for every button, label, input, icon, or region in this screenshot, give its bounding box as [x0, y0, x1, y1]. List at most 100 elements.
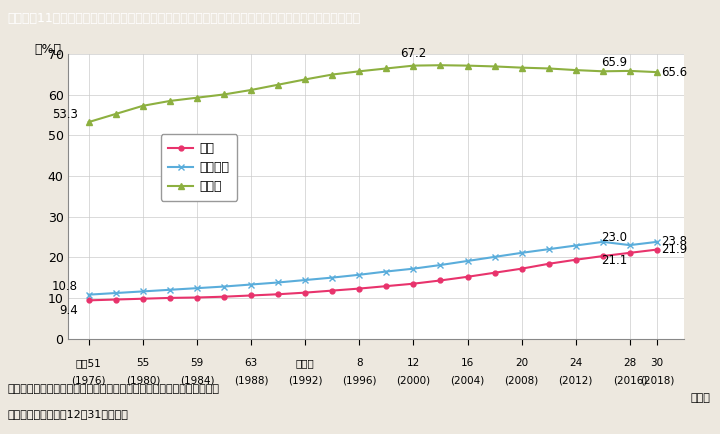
歯科医師	[301, 277, 310, 283]
Text: 67.2: 67.2	[400, 46, 426, 59]
Line: 医師: 医師	[86, 247, 660, 303]
Text: 平成４: 平成４	[296, 358, 315, 368]
医師	[436, 278, 445, 283]
Line: 薬剤師: 薬剤師	[85, 62, 660, 125]
歯科医師	[652, 239, 661, 244]
医師	[247, 293, 256, 298]
Text: (2008): (2008)	[505, 375, 539, 385]
Text: (1976): (1976)	[71, 375, 106, 385]
薬剤師	[112, 112, 120, 117]
薬剤師	[166, 99, 174, 104]
薬剤師	[490, 64, 499, 69]
歯科医師	[409, 266, 418, 271]
医師	[409, 281, 418, 286]
歯科医師	[436, 263, 445, 268]
Text: (1988): (1988)	[234, 375, 269, 385]
医師	[112, 297, 120, 302]
Text: （年）: （年）	[690, 392, 710, 402]
歯科医師	[626, 243, 634, 248]
医師	[301, 290, 310, 295]
薬剤師	[463, 63, 472, 68]
薬剤師	[518, 65, 526, 70]
医師	[490, 270, 499, 275]
薬剤師	[626, 68, 634, 73]
Text: 59: 59	[190, 358, 204, 368]
医師	[598, 253, 607, 259]
医師	[138, 296, 147, 301]
Text: 8: 8	[356, 358, 363, 368]
Text: 63: 63	[244, 358, 258, 368]
薬剤師	[355, 69, 364, 74]
薬剤師	[328, 72, 336, 77]
Text: (1984): (1984)	[180, 375, 214, 385]
医師	[193, 295, 202, 300]
Text: 21.1: 21.1	[601, 254, 627, 267]
Text: (2016): (2016)	[613, 375, 647, 385]
歯科医師	[355, 272, 364, 277]
医師	[518, 266, 526, 271]
薬剤師	[247, 87, 256, 92]
薬剤師	[652, 69, 661, 75]
歯科医師	[598, 239, 607, 244]
医師	[328, 288, 336, 293]
歯科医師	[220, 284, 228, 289]
歯科医師	[544, 247, 553, 252]
Text: 21.9: 21.9	[661, 243, 688, 256]
医師	[220, 294, 228, 299]
歯科医師	[382, 269, 391, 274]
医師	[274, 292, 282, 297]
Legend: 医師, 歯科医師, 薬剤師: 医師, 歯科医師, 薬剤師	[161, 135, 237, 201]
歯科医師	[193, 286, 202, 291]
歯科医師	[112, 290, 120, 296]
Text: 10.8: 10.8	[52, 279, 78, 293]
歯科医師	[572, 243, 580, 248]
歯科医師	[328, 275, 336, 280]
Text: 28: 28	[624, 358, 636, 368]
薬剤師	[382, 66, 391, 71]
Text: 30: 30	[650, 358, 664, 368]
歯科医師	[463, 258, 472, 263]
Text: 12: 12	[407, 358, 420, 368]
医師	[84, 298, 93, 303]
Line: 歯科医師: 歯科医師	[85, 238, 660, 298]
医師	[463, 274, 472, 279]
医師	[355, 286, 364, 291]
薬剤師	[138, 103, 147, 108]
Text: 16: 16	[461, 358, 474, 368]
歯科医師	[138, 289, 147, 294]
医師	[382, 283, 391, 289]
Text: (1996): (1996)	[342, 375, 377, 385]
薬剤師	[193, 95, 202, 100]
薬剤師	[220, 92, 228, 97]
歯科医師	[490, 254, 499, 260]
薬剤師	[598, 69, 607, 74]
薬剤師	[572, 67, 580, 72]
Text: (2018): (2018)	[640, 375, 674, 385]
歯科医師	[247, 282, 256, 287]
医師	[626, 250, 634, 256]
Text: (1980): (1980)	[125, 375, 160, 385]
Text: 24: 24	[569, 358, 582, 368]
歯科医師	[274, 280, 282, 285]
Text: (1992): (1992)	[288, 375, 323, 385]
Text: 9.4: 9.4	[59, 304, 78, 316]
歯科医師	[518, 250, 526, 256]
Text: （%）: （%）	[35, 43, 61, 56]
薬剤師	[436, 62, 445, 68]
医師	[166, 295, 174, 300]
薬剤師	[84, 119, 93, 125]
医師	[544, 261, 553, 266]
Text: (2000): (2000)	[396, 375, 431, 385]
歯科医師	[84, 292, 93, 297]
医師	[572, 257, 580, 262]
Text: Ｉ－１－11図　医療施設従事医師，同歯科医師，薬局・医療施設従事薬剤師に占める女性の割合の推移: Ｉ－１－11図 医療施設従事医師，同歯科医師，薬局・医療施設従事薬剤師に占める女…	[7, 12, 361, 25]
Text: 23.8: 23.8	[661, 235, 687, 248]
薬剤師	[544, 66, 553, 71]
Text: ２．各年12月31日現在。: ２．各年12月31日現在。	[7, 409, 128, 419]
Text: 55: 55	[136, 358, 150, 368]
薬剤師	[409, 63, 418, 68]
Text: 53.3: 53.3	[52, 108, 78, 121]
Text: 昭和51: 昭和51	[76, 358, 102, 368]
Text: (2012): (2012)	[559, 375, 593, 385]
医師	[652, 247, 661, 252]
